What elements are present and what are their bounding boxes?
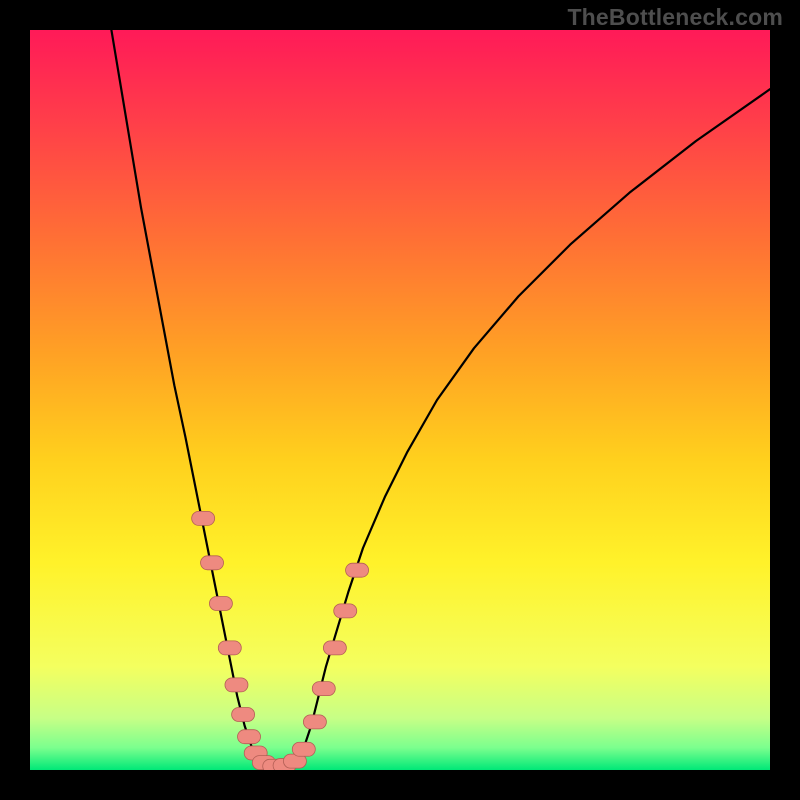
marker	[323, 641, 346, 655]
gradient-background	[30, 30, 770, 770]
marker	[334, 604, 357, 618]
marker	[292, 742, 315, 756]
marker	[218, 641, 241, 655]
marker	[238, 730, 261, 744]
marker	[232, 708, 255, 722]
marker	[312, 682, 335, 696]
marker	[225, 678, 248, 692]
marker	[303, 715, 326, 729]
marker	[201, 556, 224, 570]
marker	[192, 511, 215, 525]
figure-canvas: TheBottleneck.com	[0, 0, 800, 800]
marker	[346, 563, 369, 577]
bottleneck-chart	[30, 30, 770, 770]
watermark-text: TheBottleneck.com	[567, 4, 783, 31]
marker	[209, 597, 232, 611]
